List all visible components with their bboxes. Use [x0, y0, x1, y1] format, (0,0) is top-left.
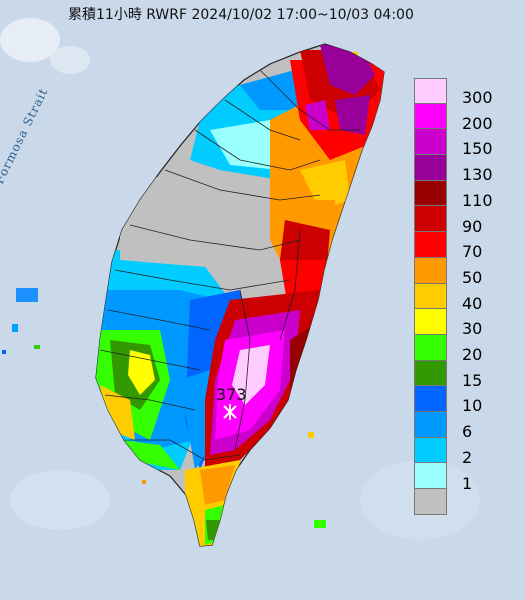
legend-swatch: [414, 360, 447, 387]
legend-label: 70: [462, 242, 483, 262]
legend-label: 40: [462, 293, 483, 313]
legend-swatch: [414, 155, 447, 181]
sea-noise: [0, 18, 480, 540]
legend-swatch: [414, 309, 447, 335]
legend-color-bar: [414, 78, 447, 515]
legend-swatch: [414, 386, 447, 412]
legend-swatch: [414, 78, 447, 104]
legend-label: 150: [462, 139, 493, 159]
legend-label: 130: [462, 165, 493, 185]
legend-label: 300: [462, 88, 493, 107]
legend-swatch: [414, 463, 447, 489]
legend-swatch: [414, 283, 447, 310]
map-title: 累積11小時 RWRF 2024/10/02 17:00~10/03 04:00: [68, 7, 414, 23]
legend-swatch: [414, 489, 447, 515]
legend-label: 50: [462, 267, 483, 287]
legend-swatch: [414, 103, 447, 130]
max-rainfall-label: 373: [216, 385, 247, 404]
legend-label: 1: [462, 473, 473, 493]
legend-label: 30: [462, 319, 483, 339]
county-boundaries: [99, 69, 360, 461]
legend-label: 110: [462, 190, 493, 210]
rainfall-shading: [96, 45, 384, 546]
legend-swatch: [414, 180, 447, 207]
max-rainfall-marker: [223, 404, 237, 420]
legend-label: 90: [462, 216, 483, 236]
legend-label: 200: [462, 113, 493, 133]
legend-label: 6: [462, 422, 473, 442]
legend-swatch: [414, 411, 447, 438]
legend-label: 15: [462, 370, 483, 390]
legend-label: 20: [462, 345, 483, 364]
legend-swatch: [414, 232, 447, 258]
legend-label: 10: [462, 396, 483, 416]
legend-swatch: [414, 257, 447, 284]
legend-swatch: [414, 437, 447, 464]
legend-label: 2: [462, 447, 473, 467]
legend-swatch: [414, 129, 447, 156]
offshore-rain-patches: [2, 52, 358, 528]
legend-swatch: [414, 206, 447, 233]
legend-swatch: [414, 334, 447, 361]
